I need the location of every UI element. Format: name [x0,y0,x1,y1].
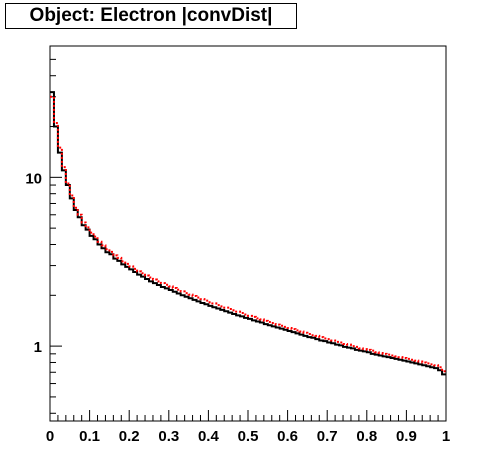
x-tick-label: 0.2 [119,428,140,445]
x-tick-label: 0.6 [277,428,298,445]
plot-frame [49,45,447,422]
series-black-histogram [50,91,446,376]
x-tick-label: 0.8 [356,428,377,445]
x-axis: 0 0.1 0.2 0.3 0.4 0.5 0.6 0.7 0.8 0.9 1 [46,410,450,445]
x-tick-label: 0.9 [396,428,417,445]
x-tick-label: 0.3 [158,428,179,445]
series-layer [50,91,446,376]
y-axis: 1 10 [25,45,62,414]
y-tick-label: 10 [25,170,42,187]
x-tick-label: 0.4 [198,428,220,445]
series-red-histogram [50,95,446,373]
x-tick-label: 0.1 [79,428,100,445]
x-tick-label: 0.5 [238,428,259,445]
x-tick-label: 0.7 [317,428,338,445]
x-tick-label: 0 [46,428,54,445]
chart-title: Object: Electron |convDist| [5,3,297,29]
x-tick-label: 1 [442,428,450,445]
y-tick-label: 1 [34,339,42,356]
